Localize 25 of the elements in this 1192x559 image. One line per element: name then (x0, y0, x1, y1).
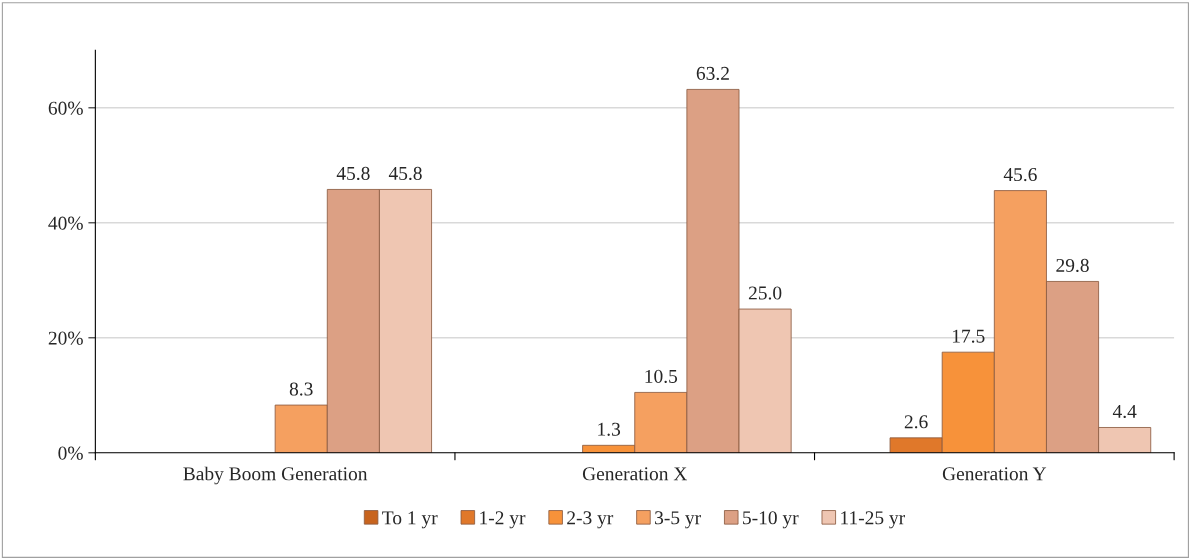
data-label: 8.3 (289, 382, 313, 396)
y-tick-label: 20% (48, 331, 83, 345)
data-label: 10.5 (645, 369, 678, 383)
data-label: 45.8 (336, 166, 370, 181)
data-label: 4.4 (1112, 404, 1137, 419)
legend-label: 11-25 yr (841, 511, 905, 529)
legend-label: 5-10 yr (743, 511, 799, 529)
data-label: 2.6 (904, 415, 928, 429)
data-label: 1.3 (598, 422, 621, 436)
data-label: 63.2 (696, 66, 729, 80)
legend-label: To 1 yr (382, 511, 438, 529)
data-label: 45.6 (1003, 168, 1037, 182)
legend-label: 2-3 yr (567, 511, 614, 529)
y-tick-label: 40% (48, 216, 83, 230)
data-label: 25.0 (748, 286, 782, 300)
x-tick-label: Baby Boom Generation (183, 466, 368, 485)
data-label: 29.8 (1056, 258, 1089, 273)
x-tick-label: Generation Y (942, 467, 1047, 481)
x-tick-label: Generation X (582, 467, 688, 481)
data-label: 17.5 (952, 329, 985, 343)
legend-label: 3-5 yr (655, 511, 701, 529)
data-label: 45.8 (388, 166, 422, 181)
y-tick-label: 0% (58, 446, 83, 460)
y-tick-label: 60% (48, 101, 83, 115)
legend-label: 1-2 yr (480, 511, 526, 529)
